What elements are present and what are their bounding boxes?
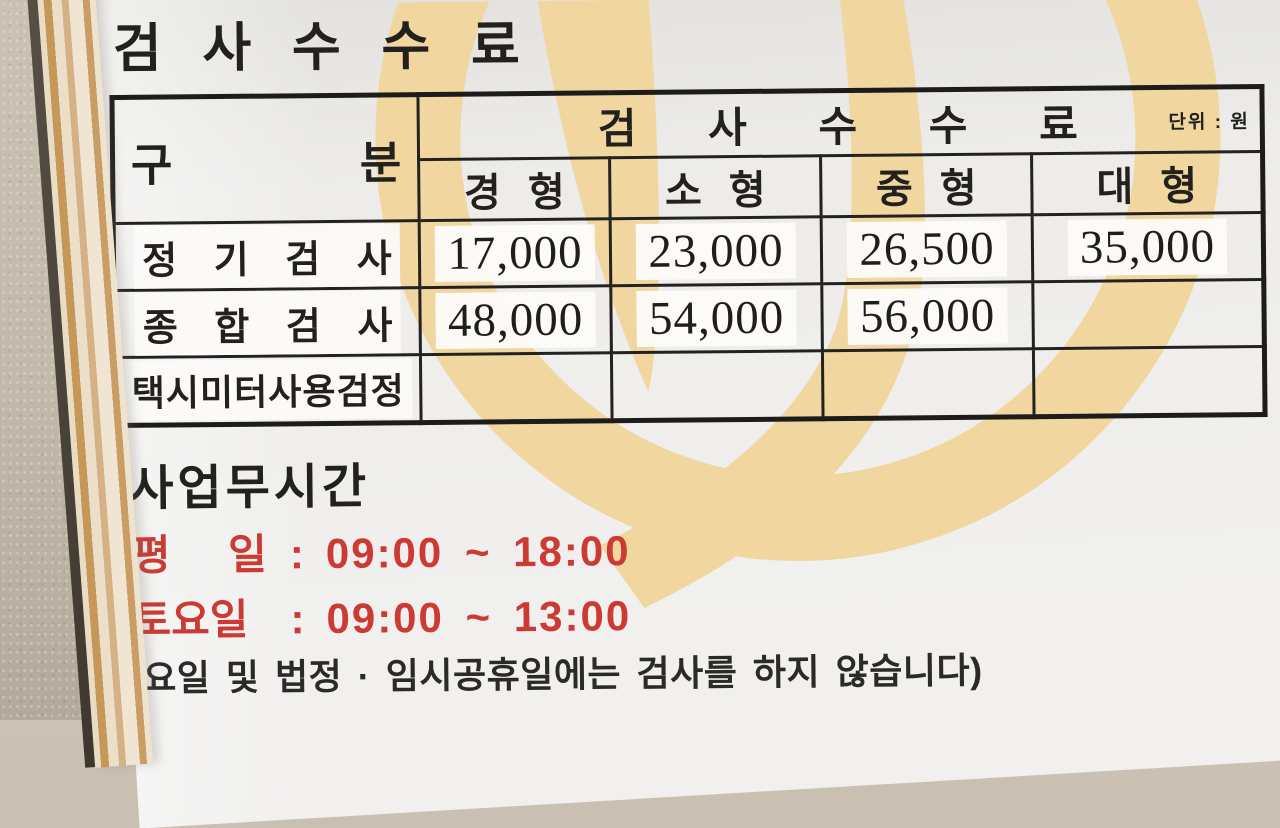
colon-separator: : xyxy=(289,530,305,578)
fee-value: 54,000 xyxy=(636,289,797,348)
fee-cell: 23,000 xyxy=(610,216,822,286)
colon-separator: : xyxy=(290,595,305,643)
fee-value: 48,000 xyxy=(435,291,596,349)
column-header-small: 소 형 xyxy=(609,155,822,219)
fee-value: 56,000 xyxy=(847,287,1008,346)
header-row-group: 구 분 검 사 수 수 료 단위 : 원 xyxy=(111,86,1263,224)
saturday-hours-line: - 토요일 : 09:00 ~ 13:00 xyxy=(86,582,631,648)
row-label-sticker: 종 합 검 사 xyxy=(134,289,401,356)
column-header-medium: 중 형 xyxy=(820,153,1033,217)
weekday-time-range: 09:00 ~ 18:00 xyxy=(325,527,631,578)
fee-cell: 26,500 xyxy=(821,214,1033,284)
fee-cell: 17,000 xyxy=(419,218,611,288)
fee-cell: 35,000 xyxy=(1032,212,1264,282)
fee-value: 17,000 xyxy=(435,224,595,282)
table-row-taximeter-check: 택시미터사용검정 xyxy=(114,346,1266,426)
fee-cell xyxy=(822,348,1035,419)
fee-table: 구 분 검 사 수 수 료 단위 : 원 경 형 소 형 중 형 대 형 정 기… xyxy=(109,83,1268,429)
fee-value: 23,000 xyxy=(636,222,796,281)
board-title: 검 사 수 수 료 xyxy=(112,16,527,80)
fee-cell: 48,000 xyxy=(419,285,612,355)
saturday-time-range: 09:00 ~ 13:00 xyxy=(326,592,632,643)
closed-days-note: (일요일 및 법정 · 임시공휴일에는 검사를 하지 않습니다) xyxy=(96,649,983,700)
table-row-regular-inspection: 정 기 검 사 17,000 23,000 26,500 35,000 xyxy=(113,212,1264,291)
fee-value: 26,500 xyxy=(847,220,1007,279)
group-header-label: 검 사 수 수 료 xyxy=(597,100,1082,153)
sign-content: 검 사 수 수 료 구 분 검 사 수 수 료 단위 : 원 경 형 소 형 중… xyxy=(81,0,1268,700)
row-label-sticker: 택시미터사용검정 xyxy=(123,358,414,421)
fee-cell: 56,000 xyxy=(821,281,1034,351)
unit-note: 단위 : 원 xyxy=(1168,111,1250,133)
column-header-light: 경 형 xyxy=(418,157,611,221)
row-label: 정 기 검 사 xyxy=(113,220,420,291)
row-label: 종 합 검 사 xyxy=(113,287,421,358)
fee-cell xyxy=(1032,279,1265,349)
group-header-cell: 검 사 수 수 료 단위 : 원 xyxy=(417,86,1263,160)
weekday-hours-line: - 평 일 : 09:00 ~ 18:00 xyxy=(86,517,631,583)
saturday-label: 토요일 xyxy=(132,595,249,644)
column-header-large: 대 형 xyxy=(1031,151,1264,215)
fee-cell xyxy=(611,350,824,421)
fee-cell: 54,000 xyxy=(610,283,823,353)
weekday-label: 평 일 xyxy=(131,530,268,579)
table-row-comprehensive-inspection: 종 합 검 사 48,000 54,000 56,000 xyxy=(113,279,1265,358)
corner-header-cell: 구 분 xyxy=(111,94,420,224)
fee-cell xyxy=(420,352,613,423)
fee-value: 35,000 xyxy=(1067,218,1228,276)
row-label-sticker: 정 기 검 사 xyxy=(133,222,401,289)
row-label: 택시미터사용검정 xyxy=(114,354,422,426)
fee-cell xyxy=(1033,346,1266,417)
